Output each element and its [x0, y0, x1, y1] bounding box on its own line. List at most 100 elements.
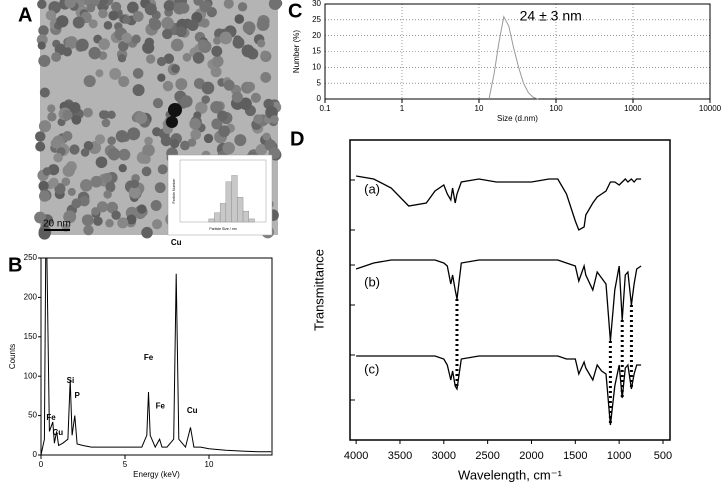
particle [96, 201, 109, 213]
particle [219, 31, 233, 45]
particle [106, 201, 119, 214]
particle [260, 72, 272, 83]
particle [95, 69, 104, 78]
data-line [355, 175, 642, 231]
particle [65, 36, 78, 49]
particle [126, 214, 137, 225]
particle [93, 216, 103, 226]
particle [213, 36, 222, 45]
particle [132, 68, 144, 79]
inset-bar [231, 175, 238, 223]
particle [150, 200, 162, 211]
particle [72, 16, 85, 29]
x-axis-label: Energy (keV) [133, 470, 180, 479]
y-tick-label: 25 [312, 15, 321, 24]
particle [201, 95, 211, 104]
particle [117, 54, 127, 63]
particle [54, 183, 66, 195]
annotation: Fe [144, 353, 154, 362]
particle [90, 175, 103, 188]
inset-bar [237, 196, 244, 223]
y-tick-label: 250 [24, 253, 38, 262]
particle [144, 136, 153, 146]
inset-x-label: Particle Size / nm [209, 227, 236, 231]
particle [34, 211, 46, 224]
particle [103, 190, 112, 199]
annotation: Fe [156, 401, 166, 410]
particle [62, 131, 73, 142]
particle [262, 132, 271, 141]
x-tick-label: 2000 [519, 450, 543, 462]
particle [189, 118, 201, 130]
y-tick-label: 15 [312, 47, 321, 56]
plot-frame [40, 257, 273, 456]
x-tick-label: 3500 [388, 450, 412, 462]
annotation: Si [67, 376, 75, 385]
x-tick-label: 4000 [344, 450, 368, 462]
data-line [40, 257, 272, 456]
y-tick-label: 50 [28, 411, 37, 420]
particle [69, 144, 80, 155]
x-tick-label: 1 [400, 104, 405, 113]
particle [86, 3, 96, 13]
particle [38, 120, 52, 133]
panel-label: A [18, 4, 32, 26]
particle [118, 75, 130, 88]
particle [102, 172, 113, 183]
particle [107, 148, 121, 161]
particle [141, 226, 153, 239]
particle [118, 163, 127, 173]
particle [175, 26, 187, 38]
particle [62, 164, 75, 177]
scale-bar-label: 20 nm [43, 219, 71, 230]
particle [107, 136, 116, 145]
inset-bar [219, 203, 227, 223]
particle [107, 110, 116, 119]
particle [38, 54, 51, 67]
annotation: Fe [46, 413, 56, 422]
particle [137, 204, 147, 214]
x-tick-label: 0 [39, 460, 44, 469]
x-axis-label: Size (d.nm) [497, 114, 538, 123]
particle [231, 91, 243, 103]
particle [83, 107, 93, 118]
y-tick-label: 20 [312, 31, 321, 40]
x-axis-label: Wavelength, cm⁻¹ [458, 467, 563, 482]
particle [105, 182, 116, 193]
particle [160, 135, 172, 147]
particle [121, 32, 132, 44]
particle [157, 73, 166, 82]
particle [234, 14, 245, 24]
particle [134, 111, 148, 125]
particle [168, 103, 182, 117]
particle [80, 179, 93, 192]
inset-bar [208, 218, 215, 223]
x-tick-label: 1000 [607, 450, 631, 462]
particle [270, 115, 279, 124]
inset [167, 154, 273, 236]
particle [163, 53, 175, 64]
inset-bar [214, 212, 221, 223]
y-tick-label: 200 [24, 293, 38, 302]
particle [255, 144, 268, 156]
x-tick-label: 2500 [475, 450, 499, 462]
particle [37, 41, 46, 50]
x-tick-label: 3000 [432, 450, 456, 462]
particle [71, 114, 82, 125]
particle [211, 45, 223, 57]
particle [171, 64, 180, 73]
particle [39, 87, 50, 98]
panel-label: D [290, 128, 304, 150]
particle [169, 138, 180, 149]
particle [47, 104, 56, 113]
particle [260, 50, 270, 60]
particle [149, 18, 162, 31]
particle [157, 164, 168, 175]
series-label: (c) [364, 361, 379, 376]
particle [81, 214, 94, 227]
plot-frame [349, 139, 671, 441]
panel-label: B [8, 254, 22, 276]
particle [241, 44, 255, 58]
particle [156, 56, 167, 67]
